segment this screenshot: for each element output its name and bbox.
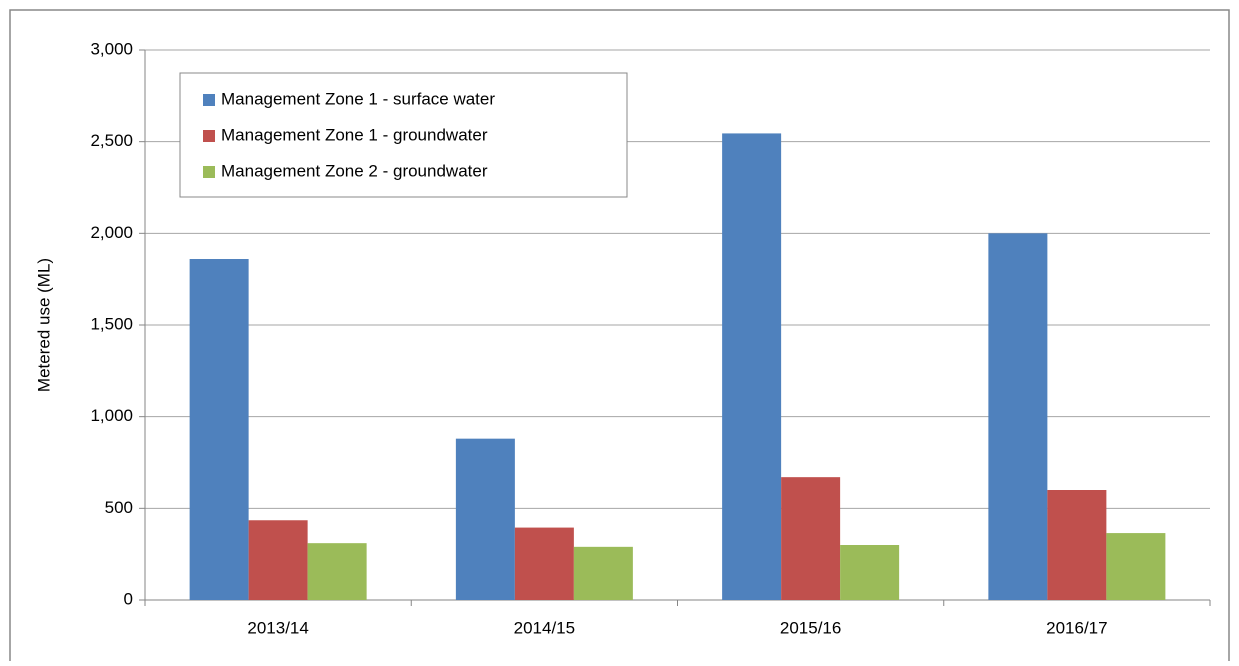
- y-tick-label: 2,500: [90, 131, 133, 150]
- bar: [455, 438, 515, 600]
- y-tick-label: 3,000: [90, 39, 133, 58]
- bar: [573, 546, 633, 600]
- legend-swatch: [203, 130, 215, 142]
- bar: [988, 233, 1048, 601]
- y-tick-label: 0: [124, 589, 133, 608]
- legend-box: [179, 72, 628, 198]
- bar: [307, 543, 367, 600]
- legend-label: Management Zone 1 - groundwater: [221, 125, 488, 144]
- bar: [189, 259, 249, 600]
- y-tick-label: 1,000: [90, 406, 133, 425]
- y-tick-label: 1,500: [90, 314, 133, 333]
- legend-swatch: [203, 166, 215, 178]
- x-tick-label: 2016/17: [1046, 618, 1107, 637]
- x-tick-label: 2015/16: [780, 618, 841, 637]
- bar: [781, 477, 841, 600]
- bar: [722, 133, 782, 600]
- bar: [1047, 490, 1107, 600]
- y-axis-label: Metered use (ML): [34, 258, 53, 392]
- x-tick-label: 2014/15: [514, 618, 575, 637]
- legend-label: Management Zone 1 - surface water: [221, 89, 495, 108]
- bar: [1106, 533, 1166, 600]
- y-tick-label: 500: [105, 498, 133, 517]
- y-tick-label: 2,000: [90, 223, 133, 242]
- legend-swatch: [203, 94, 215, 106]
- bar: [514, 527, 574, 600]
- bar: [840, 545, 900, 600]
- bar: [248, 520, 308, 600]
- legend-label: Management Zone 2 - groundwater: [221, 161, 488, 180]
- x-tick-label: 2013/14: [247, 618, 308, 637]
